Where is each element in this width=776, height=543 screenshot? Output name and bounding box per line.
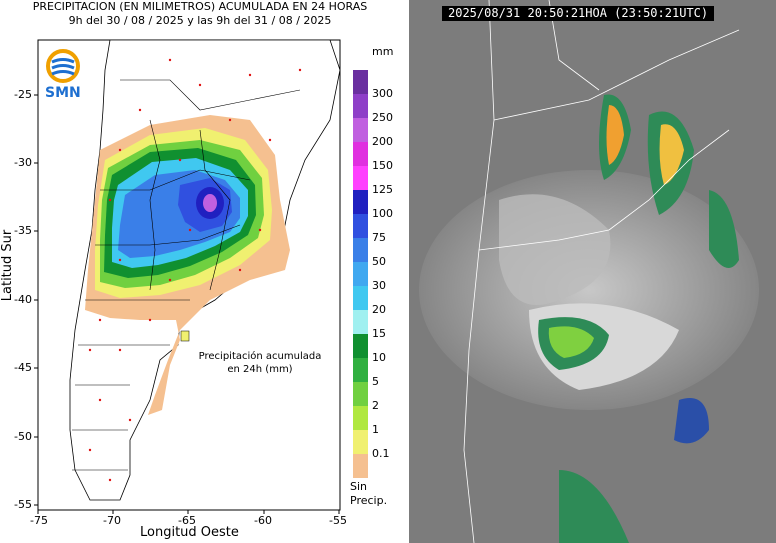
legend-level-label: 0.1 <box>372 447 390 460</box>
storm-cell <box>709 190 739 268</box>
legend-level-label: 150 <box>372 159 393 172</box>
sample-cell <box>180 330 190 342</box>
map-subtitle: 9h del 30 / 08 / 2025 y las 9h del 31 / … <box>68 14 332 27</box>
legend-swatch <box>353 214 368 238</box>
legend-swatch <box>353 406 368 430</box>
smn-logo-icon <box>46 49 80 83</box>
storm-core <box>659 124 684 185</box>
legend-level-label: 10 <box>372 351 386 364</box>
satellite-image <box>409 0 776 543</box>
legend-level-label: 200 <box>372 135 393 148</box>
legend-swatch <box>353 94 368 118</box>
legend-swatch <box>353 70 368 94</box>
legend-no-precip-line2: Precip. <box>350 494 388 507</box>
x-tick: -65 <box>178 514 196 527</box>
legend-swatch <box>353 358 368 382</box>
map-annotation: Precipitación acumulada en 24h (mm) <box>190 350 330 376</box>
province-borders <box>72 79 301 471</box>
legend-swatch <box>353 238 368 262</box>
axis-ticks <box>34 94 340 514</box>
cloud-swirl <box>499 194 611 305</box>
legend-level-label: 300 <box>372 87 393 100</box>
convection-core <box>548 326 594 358</box>
storm-core <box>606 105 624 165</box>
precipitation-map <box>34 39 368 514</box>
legend-swatch <box>353 166 368 190</box>
legend-level-label: 75 <box>372 231 386 244</box>
legend-swatch <box>353 334 368 358</box>
legend-level-label: 30 <box>372 279 386 292</box>
legend-level-label: 15 <box>372 327 386 340</box>
y-tick: -35 <box>14 224 32 237</box>
legend-swatch <box>353 262 368 286</box>
legend-level-label: 2 <box>372 399 379 412</box>
x-tick: -60 <box>254 514 272 527</box>
legend-colorbar <box>353 70 368 478</box>
y-tick: -45 <box>14 361 32 374</box>
legend-swatch <box>353 310 368 334</box>
x-axis-label: Longitud Oeste <box>140 525 239 540</box>
legend-level-label: 5 <box>372 375 379 388</box>
x-tick: -70 <box>103 514 121 527</box>
y-tick: -25 <box>14 88 32 101</box>
station-markers <box>88 58 302 482</box>
map-annotation-line2: en 24h (mm) <box>227 364 293 375</box>
y-tick: -55 <box>14 498 32 511</box>
legend-swatch <box>353 190 368 214</box>
legend-swatch <box>353 286 368 310</box>
southern-band <box>559 470 629 543</box>
legend-swatch <box>353 142 368 166</box>
legend-swatch <box>353 118 368 142</box>
y-tick: -30 <box>14 156 32 169</box>
legend-no-precip-line1: Sin <box>350 480 368 493</box>
legend-swatch <box>353 430 368 454</box>
borders <box>463 0 740 543</box>
legend-level-label: 20 <box>372 303 386 316</box>
satellite-timestamp: 2025/08/31 20:50:21HOA (23:50:21UTC) <box>442 6 715 21</box>
legend-level-label: 100 <box>372 207 393 220</box>
legend-unit: mm <box>372 45 394 58</box>
map-annotation-line1: Precipitación acumulada <box>198 351 322 362</box>
y-axis-label: Latitud Sur <box>0 229 16 302</box>
legend-level-label: 50 <box>372 255 386 268</box>
cloud-cell <box>674 398 709 444</box>
legend-level-label: 125 <box>372 183 393 196</box>
x-tick: -75 <box>30 514 48 527</box>
legend-level-label: 1 <box>372 423 379 436</box>
map-title: PRECIPITACION (EN MILIMETROS) ACUMULADA … <box>32 0 368 13</box>
smn-logo-text: SMN <box>45 85 81 101</box>
precipitation-map-panel: PRECIPITACION (EN MILIMETROS) ACUMULADA … <box>0 0 394 540</box>
y-tick: -50 <box>14 430 32 443</box>
rain-area-200mm <box>203 194 217 212</box>
y-tick: -40 <box>14 293 32 306</box>
legend-level-label: 250 <box>372 111 393 124</box>
legend-swatch <box>353 382 368 406</box>
x-tick: -55 <box>329 514 347 527</box>
legend-swatch <box>353 454 368 478</box>
satellite-image-panel <box>409 0 776 543</box>
